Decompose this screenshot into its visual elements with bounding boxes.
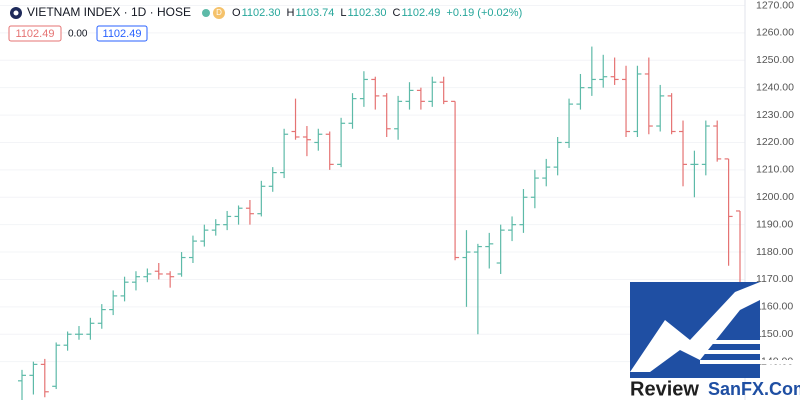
y-tick-label: 1210.00 <box>756 164 794 176</box>
symbol-icon-dot <box>13 10 19 16</box>
grid <box>0 4 745 363</box>
legend-value: 1103.74 <box>295 7 334 19</box>
legend-key: L <box>340 7 346 19</box>
watermark-stripe <box>700 340 798 344</box>
watermark-stripe <box>700 360 798 364</box>
y-tick-label: 1270.00 <box>756 0 794 11</box>
y-tick-label: 1180.00 <box>756 246 793 258</box>
y-axis: 1270.00 1260.00 1250.00 1240.00 1230.00 1220.… <box>744 0 794 400</box>
y-tick-label: 1240.00 <box>756 81 794 93</box>
legend-value: 1102.30 <box>348 7 387 19</box>
y-tick-label: 1190.00 <box>756 218 793 230</box>
y-tick-label: 1220.00 <box>756 136 794 148</box>
price-tag-box <box>96 25 148 42</box>
y-tick-label: 1250.00 <box>756 54 794 66</box>
price-tag-box <box>8 25 62 42</box>
status-dot <box>202 9 210 17</box>
price-tag: 1102.49 <box>16 28 55 40</box>
legend-key: C <box>393 7 401 19</box>
bars <box>18 46 744 400</box>
y-tick-label: 1260.00 <box>756 27 794 39</box>
watermark-text: Review <box>630 378 699 400</box>
legend-value: 1102.30 <box>242 7 281 19</box>
y-tick-label: 1200.00 <box>756 191 794 203</box>
chart-title: VIETNAM INDEX · 1D · HOSE <box>27 5 191 19</box>
watermark-stripe <box>700 350 798 354</box>
legend-key: H <box>287 7 295 19</box>
ohlc-legend: O 1102.30 H 1103.74 L 1102.30 C 1102.49 <box>232 7 440 19</box>
y-tick-label: 1160.00 <box>756 301 793 313</box>
badge-label: D <box>216 8 222 17</box>
y-tick-label: 1150.00 <box>756 328 793 340</box>
price-tag: 0.00 <box>68 29 88 40</box>
watermark: Review SanFX.Com <box>630 282 800 400</box>
legend-value: 1102.49 <box>401 7 440 19</box>
change: +0.19 (+0.02%) <box>446 7 522 19</box>
y-tick-label: 1230.00 <box>756 109 794 121</box>
watermark-text: SanFX.Com <box>708 379 800 399</box>
badge <box>213 7 225 19</box>
price-tag: 1102.49 <box>103 28 142 40</box>
watermark-mountain <box>630 282 760 372</box>
y-tick-label: 1170.00 <box>756 273 793 285</box>
legend-key: O <box>232 7 241 19</box>
